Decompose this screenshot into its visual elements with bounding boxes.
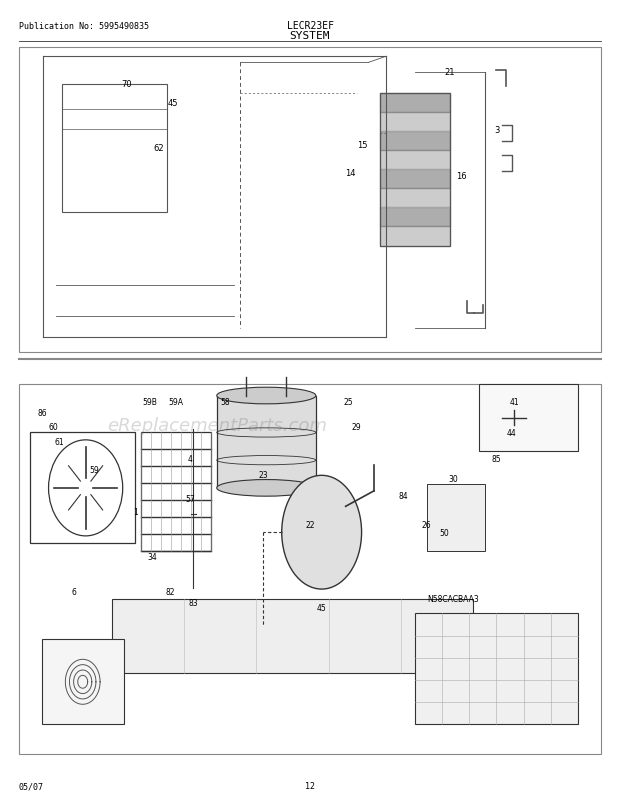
Text: 1: 1 [133,508,138,516]
Text: 22: 22 [305,520,315,529]
Bar [415,614,578,724]
Bar [42,639,123,724]
Text: 70: 70 [121,80,131,89]
Text: 29: 29 [352,423,361,432]
Text: 16: 16 [456,172,467,180]
Text: 61: 61 [55,438,64,447]
Text: 6: 6 [71,587,76,596]
Text: LECR23EF: LECR23EF [286,22,334,31]
Text: 41: 41 [509,397,519,406]
Text: 12: 12 [305,781,315,791]
Bar [19,48,601,353]
Text: eReplacementParts.com: eReplacementParts.com [107,416,327,434]
Bar [141,433,211,551]
Text: 59B: 59B [143,397,157,406]
Text: 59: 59 [89,465,99,474]
Text: 86: 86 [37,408,46,417]
Bar [19,385,601,754]
Text: 34: 34 [148,552,157,561]
Ellipse shape [217,480,316,496]
Text: N58CACBAA3: N58CACBAA3 [427,594,479,603]
Text: 14: 14 [345,168,356,177]
Bar [62,85,167,213]
Text: 25: 25 [343,397,353,406]
Text: 15: 15 [357,141,368,150]
Text: SYSTEM: SYSTEM [290,31,330,41]
Text: 05/07: 05/07 [19,781,43,791]
Text: Publication No: 5995490835: Publication No: 5995490835 [19,22,149,31]
Text: 3: 3 [494,126,499,135]
Text: 85: 85 [492,454,502,464]
Text: 62: 62 [153,144,164,153]
Text: 45: 45 [317,604,327,613]
Bar [30,433,135,544]
Bar [380,94,450,246]
Text: 84: 84 [399,491,408,500]
Text: 60: 60 [49,423,58,432]
Text: 30: 30 [448,475,458,484]
Text: 23: 23 [259,471,268,480]
Text: 57: 57 [185,495,195,504]
Ellipse shape [217,387,316,404]
Text: 44: 44 [506,428,516,437]
Text: 45: 45 [168,99,179,107]
Text: 21: 21 [445,68,455,77]
Text: 26: 26 [422,520,432,529]
Bar [427,484,485,551]
Text: 58: 58 [221,397,230,406]
Text: 50: 50 [439,528,449,537]
Ellipse shape [281,476,361,589]
Bar [217,396,316,488]
Bar [479,385,578,452]
Text: 83: 83 [188,598,198,607]
Bar [112,599,473,673]
Text: 59A: 59A [169,397,184,406]
Text: 82: 82 [166,587,175,596]
Text: 4: 4 [188,454,193,464]
